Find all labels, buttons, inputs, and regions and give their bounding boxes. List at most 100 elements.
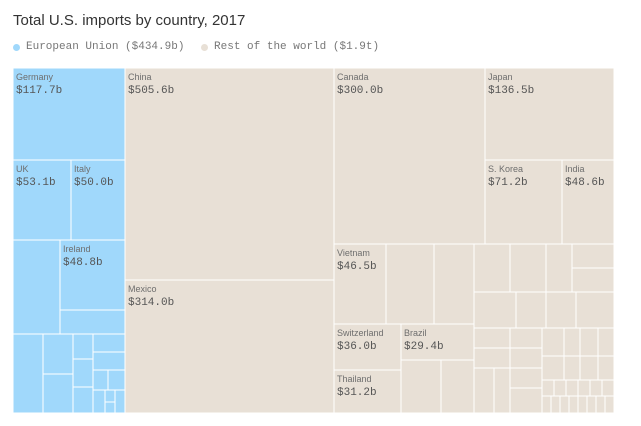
tile-value-s-korea: $71.2b bbox=[488, 177, 528, 189]
treemap-tile-japan bbox=[484, 67, 615, 161]
treemap-tile-rest-small bbox=[597, 355, 615, 381]
treemap-tile-eu-small bbox=[114, 389, 126, 414]
treemap-tile-eu-small bbox=[92, 333, 126, 353]
treemap-tile-rest-small bbox=[541, 395, 552, 414]
treemap-tile-rest-small bbox=[604, 395, 615, 414]
tile-value-ireland: $48.8b bbox=[63, 257, 103, 269]
treemap-tile-rest-small bbox=[545, 243, 573, 293]
tile-label-germany: Germany bbox=[16, 72, 54, 82]
treemap-tile-rest-small bbox=[493, 367, 511, 414]
tile-label-india: India bbox=[565, 164, 585, 174]
treemap-tile-rest-small bbox=[589, 379, 603, 397]
treemap-tile-switzerland bbox=[333, 323, 402, 371]
treemap-tile-rest-small bbox=[563, 327, 581, 357]
tile-value-india: $48.6b bbox=[565, 177, 605, 189]
tile-label-switzerland: Switzerland bbox=[337, 328, 384, 338]
treemap-tile-rest-small bbox=[550, 395, 561, 414]
treemap-tile-rest-small bbox=[433, 243, 475, 325]
treemap-tile-rest-small bbox=[579, 327, 599, 357]
tile-label-uk: UK bbox=[16, 164, 29, 174]
treemap-tile-rest-small bbox=[571, 243, 615, 269]
legend-swatch-eu bbox=[13, 43, 20, 51]
treemap-tile-rest-small bbox=[541, 327, 565, 357]
treemap-tile-vietnam bbox=[333, 243, 387, 325]
tile-label-brazil: Brazil bbox=[404, 328, 427, 338]
chart-title: Total U.S. imports by country, 2017 bbox=[13, 12, 246, 29]
treemap-tile-rest-small bbox=[545, 291, 577, 329]
treemap-tile-rest-small bbox=[473, 347, 511, 369]
tile-label-thailand: Thailand bbox=[337, 374, 372, 384]
tile-value-japan: $136.5b bbox=[488, 85, 534, 97]
tile-label-ireland: Ireland bbox=[63, 244, 91, 254]
treemap-tile-rest-small bbox=[473, 367, 495, 414]
tile-label-japan: Japan bbox=[488, 72, 513, 82]
treemap-tile-eu-small bbox=[12, 239, 61, 335]
tile-label-vietnam: Vietnam bbox=[337, 248, 370, 258]
treemap-tile-canada bbox=[333, 67, 486, 245]
treemap-tile-brazil bbox=[400, 323, 475, 361]
tile-value-china: $505.6b bbox=[128, 85, 174, 97]
treemap-tile-rest-small bbox=[597, 327, 615, 357]
treemap-tile-eu-small bbox=[104, 401, 116, 414]
treemap-tile-rest-small bbox=[385, 243, 435, 325]
treemap-tile-germany bbox=[12, 67, 126, 161]
treemap-tile-eu-small bbox=[72, 333, 94, 360]
treemap-tile-rest-small bbox=[515, 291, 547, 329]
legend-label-eu: European Union ($434.9b) bbox=[26, 41, 185, 53]
tile-label-s-korea: S. Korea bbox=[488, 164, 523, 174]
treemap-tile-ireland bbox=[59, 239, 126, 311]
treemap-tile-rest-small bbox=[509, 347, 543, 369]
legend-swatch-rest bbox=[201, 43, 209, 51]
tile-value-italy: $50.0b bbox=[74, 177, 114, 189]
legend-label-rest: Rest of the world ($1.9t) bbox=[214, 41, 380, 53]
treemap-tile-rest-small bbox=[559, 395, 570, 414]
tile-value-mexico: $314.0b bbox=[128, 297, 174, 309]
treemap-tile-rest-small bbox=[473, 243, 511, 293]
treemap-tile-italy bbox=[70, 159, 126, 241]
treemap-tile-rest-small bbox=[568, 395, 579, 414]
treemap-tile-eu-small bbox=[42, 333, 74, 375]
treemap-tile-eu-small bbox=[92, 351, 126, 371]
treemap-tile-s-korea bbox=[484, 159, 563, 245]
tile-value-uk: $53.1b bbox=[16, 177, 56, 189]
treemap-tile-eu-small bbox=[107, 369, 126, 391]
treemap-tile-rest-small bbox=[400, 359, 442, 414]
tile-value-canada: $300.0b bbox=[337, 85, 383, 97]
treemap-tile-mexico bbox=[124, 279, 335, 414]
treemap-tile-rest-small bbox=[577, 395, 588, 414]
treemap-tile-rest-small bbox=[571, 267, 615, 293]
treemap-tile-rest-small bbox=[473, 291, 517, 329]
treemap-tile-rest-small bbox=[586, 395, 597, 414]
treemap-tile-india bbox=[561, 159, 615, 245]
treemap-tile-eu-small bbox=[72, 386, 94, 414]
tile-label-canada: Canada bbox=[337, 72, 369, 82]
treemap-tile-thailand bbox=[333, 369, 402, 414]
treemap-tile-rest-small bbox=[541, 355, 565, 381]
tile-label-china: China bbox=[128, 72, 152, 82]
treemap-tile-rest-small bbox=[509, 387, 543, 414]
treemap-tile-eu-small bbox=[59, 309, 126, 336]
treemap-tile-rest-small bbox=[440, 359, 475, 414]
treemap-tile-rest-small bbox=[541, 379, 555, 397]
treemap-tile-eu-small bbox=[12, 333, 44, 414]
legend-item-rest: Rest of the world ($1.9t) bbox=[201, 41, 379, 53]
treemap-tile-eu-small bbox=[42, 373, 74, 414]
tile-value-vietnam: $46.5b bbox=[337, 261, 377, 273]
treemap-tile-china bbox=[124, 67, 335, 281]
legend: European Union ($434.9b) Rest of the wor… bbox=[13, 41, 389, 55]
treemap-tile-rest-small bbox=[563, 355, 581, 381]
tile-value-germany: $117.7b bbox=[16, 85, 62, 97]
tile-value-thailand: $31.2b bbox=[337, 387, 377, 399]
treemap-tile-eu-small bbox=[92, 369, 109, 391]
tile-value-brazil: $29.4b bbox=[404, 341, 444, 353]
treemap-tile-rest-small bbox=[509, 367, 543, 389]
treemap-tile-rest-small bbox=[473, 327, 511, 349]
treemap-tile-eu-small bbox=[92, 389, 106, 414]
treemap-tile-rest-small bbox=[509, 243, 547, 293]
treemap-tile-rest-small bbox=[509, 327, 543, 349]
tile-value-switzerland: $36.0b bbox=[337, 341, 377, 353]
treemap-tile-eu-small bbox=[72, 358, 94, 388]
treemap-tile-rest-small bbox=[595, 395, 606, 414]
treemap-tile-rest-small bbox=[553, 379, 567, 397]
